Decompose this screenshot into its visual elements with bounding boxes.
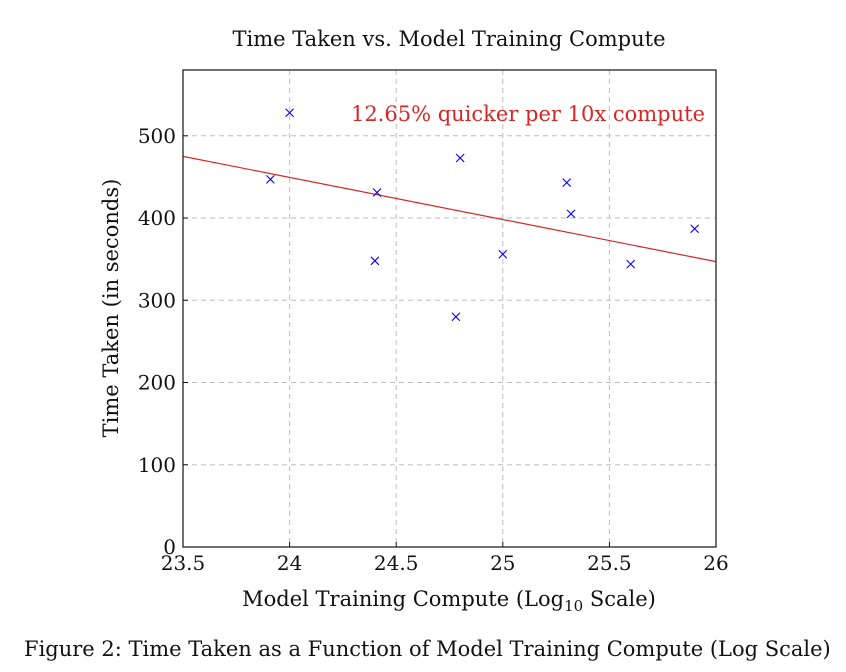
trend-line-group (182, 155, 717, 263)
x-tick-label: 24 (277, 551, 302, 575)
y-tick-label: 300 (138, 288, 176, 312)
data-point (370, 256, 380, 266)
y-tick-label: 100 (138, 453, 176, 477)
y-axis-ticks: 0 100 200 300 400 500 (138, 124, 188, 559)
data-point (566, 209, 576, 219)
data-point (266, 174, 275, 184)
x-axis-label-subscript: 10 (564, 597, 583, 615)
data-points (266, 108, 700, 322)
x-axis-label-end: Scale) (583, 587, 656, 611)
data-point (455, 153, 465, 163)
data-point (285, 108, 294, 118)
chart-title: Time Taken vs. Model Training Compute (232, 27, 665, 51)
data-point (690, 224, 700, 234)
x-tick-label: 26 (703, 551, 728, 575)
x-tick-label: 24.5 (374, 551, 419, 575)
figure-caption: Figure 2: Time Taken as a Function of Mo… (24, 637, 831, 661)
y-tick-label: 0 (163, 535, 176, 559)
data-point (626, 259, 636, 269)
plot-frame (182, 69, 717, 548)
trend-annotation: 12.65% quicker per 10x compute (351, 102, 705, 126)
x-tick-label: 25.5 (587, 551, 632, 575)
x-tick-label: 23.5 (161, 551, 206, 575)
y-tick-label: 200 (138, 371, 176, 395)
data-point (498, 249, 508, 259)
data-point (562, 178, 572, 188)
x-axis-label: Model Training Compute (Log10 Scale) (242, 587, 656, 615)
x-tick-label: 25 (490, 551, 515, 575)
trend-line (182, 155, 717, 263)
y-axis-label: Time Taken (in seconds) (99, 179, 123, 438)
data-point (451, 312, 461, 322)
y-tick-label: 400 (138, 206, 176, 230)
grid-lines (183, 70, 716, 547)
x-axis-label-main: Model Training Compute (Log (242, 587, 564, 611)
data-point (372, 188, 382, 197)
y-tick-label: 500 (138, 124, 176, 148)
x-axis-ticks: 23.5 24 24.5 25 25.5 26 (161, 542, 729, 575)
scatter-chart: 23.5 24 24.5 25 25.5 26 0 100 200 300 400 500 Time… (99, 27, 729, 615)
